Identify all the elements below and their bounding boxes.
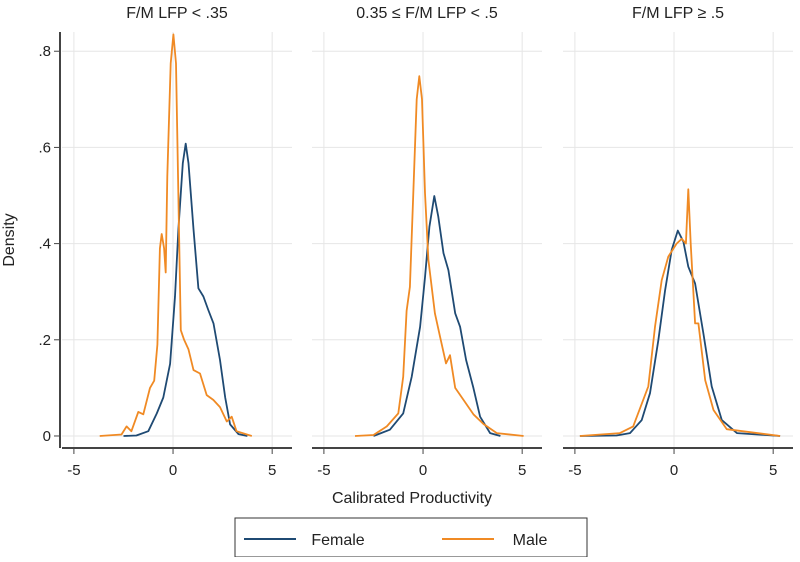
x-tick-label: 0 (169, 462, 177, 479)
x-tick-label: -5 (317, 462, 330, 479)
panel-title: F/M LFP < .35 (126, 5, 228, 22)
series-line-male (354, 75, 524, 437)
series-line-female (579, 229, 781, 437)
panel-title: F/M LFP ≥ .5 (632, 5, 724, 22)
y-tick-label: .2 (38, 332, 51, 349)
x-tick-label: 5 (268, 462, 276, 479)
x-tick-label: -5 (568, 462, 581, 479)
legend-label-female: Female (311, 532, 364, 549)
x-tick-label: 5 (518, 462, 526, 479)
x-tick-label: 5 (769, 462, 777, 479)
y-tick-label: 0 (43, 428, 51, 445)
y-axis-label: Density (1, 213, 18, 266)
series-line-male (99, 33, 253, 437)
series-line-female (123, 142, 248, 437)
legend: Female Male (234, 517, 588, 558)
series-line-male (579, 188, 781, 437)
panel-3: F/M LFP ≥ .5 -5 0 5 (563, 5, 793, 479)
legend-box (234, 517, 588, 558)
panel-2: 0.35 ≤ F/M LFP < .5 -5 0 5 (312, 5, 542, 479)
legend-label-male: Male (513, 532, 548, 549)
series-line-female (373, 195, 501, 437)
x-tick-label: 0 (670, 462, 678, 479)
y-tick-label: .8 (38, 43, 51, 60)
panel-title: 0.35 ≤ F/M LFP < .5 (356, 5, 498, 22)
x-tick-label: 0 (419, 462, 427, 479)
y-tick-label: .6 (38, 139, 51, 156)
x-axis-label: Calibrated Productivity (332, 490, 492, 507)
panels: F/M LFP < .35 -5 0 5 0 .2 .4 .6 .8 0.35 ≤ F/M LFP… (38, 5, 793, 479)
x-tick-label: -5 (67, 462, 80, 479)
panel-1: F/M LFP < .35 -5 0 5 0 .2 .4 .6 .8 (38, 5, 292, 479)
y-tick-label: .4 (38, 236, 51, 253)
